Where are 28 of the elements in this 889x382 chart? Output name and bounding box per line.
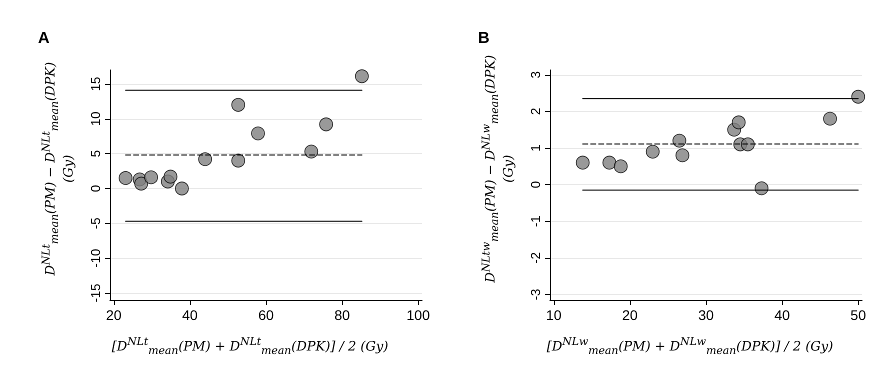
x-tick-label: 20 xyxy=(622,307,638,323)
x-tick-label: 50 xyxy=(850,307,866,323)
y-tick-label: 15 xyxy=(88,76,103,92)
x-tick-label: 30 xyxy=(698,307,714,323)
x-axis-title: [D$^{NLw}$$_{mean}$(PM) + D$^{NLw}$$_{mean}$(DPK)] / 2 (Gy) xyxy=(546,335,834,357)
chart-title: B xyxy=(478,30,490,48)
y-tick-label: -10 xyxy=(88,248,103,268)
y-tick-label: 0 xyxy=(88,184,103,192)
x-tick-label: 100 xyxy=(406,307,430,323)
y-tick-label: 5 xyxy=(88,150,103,158)
y-tick-label: -3 xyxy=(528,288,543,300)
x-tick-label: 80 xyxy=(334,307,350,323)
y-tick-label: -2 xyxy=(528,252,543,264)
y-tick-label: -5 xyxy=(88,218,103,230)
y-tick-label: 0 xyxy=(528,181,543,188)
y-tick-label: 10 xyxy=(88,112,103,126)
x-tick-label: 40 xyxy=(774,307,790,323)
x-axis-title: [D$^{NLt}$$_{mean}$(PM) + D$^{NLt}$$_{mean}$(DPK)] / 2 (Gy) xyxy=(110,335,390,357)
y-tick-label: -1 xyxy=(528,215,543,228)
x-tick-label: 10 xyxy=(546,307,562,323)
y-tick-label: 3 xyxy=(528,71,543,78)
x-tick-label: 40 xyxy=(182,307,198,323)
y-tick-label: -15 xyxy=(88,284,103,302)
y-tick-label: 2 xyxy=(528,108,543,116)
chart-title: A xyxy=(38,30,50,48)
y-tick-label: 1 xyxy=(528,144,543,152)
x-tick-label: 20 xyxy=(106,307,122,323)
x-tick-label: 60 xyxy=(258,307,274,323)
